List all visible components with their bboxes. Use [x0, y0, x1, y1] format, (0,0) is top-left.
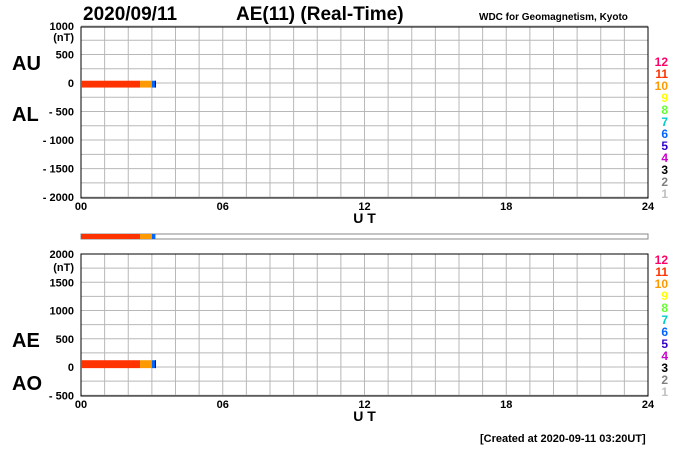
- x-axis-label: U T: [353, 210, 376, 226]
- legend-count: 3: [661, 361, 668, 375]
- y-tick-label: 1000: [50, 306, 74, 318]
- legend-count: 9: [661, 91, 668, 105]
- created-timestamp: [Created at 2020-09-11 03:20UT]: [480, 433, 646, 445]
- legend-count: 10: [655, 79, 669, 93]
- data-bar: [140, 360, 152, 369]
- y-tick-label: - 2000: [43, 192, 74, 204]
- legend-count: 9: [661, 289, 668, 303]
- x-tick-label: 12: [358, 399, 370, 411]
- legend-count: 4: [661, 349, 668, 363]
- chart-panel-ae-ao: [80, 253, 649, 397]
- panel-label-upper: AU: [12, 53, 41, 75]
- legend-count: 4: [661, 151, 668, 165]
- data-source-label: WDC for Geomagnetism, Kyoto: [479, 12, 628, 23]
- chart-date: 2020/09/11: [83, 4, 178, 25]
- y-tick-label: - 1500: [43, 164, 74, 176]
- y-tick-label: 0: [68, 362, 74, 374]
- chart-panel-au-al: [80, 25, 649, 199]
- chart-title: AE(11) (Real-Time): [236, 4, 404, 25]
- legend-count: 5: [661, 337, 668, 351]
- y-tick-label: 2000: [50, 249, 74, 261]
- x-tick-label: 18: [500, 201, 512, 213]
- plot-frame: [80, 253, 649, 397]
- legend-count: 5: [661, 139, 668, 153]
- panel-label-lower: AO: [12, 373, 42, 395]
- legend-count: 7: [661, 115, 668, 129]
- y-tick-label: 1500: [50, 277, 74, 289]
- y-unit-label: (nT): [53, 262, 74, 274]
- legend-count: 2: [661, 373, 668, 387]
- data-bar: [151, 80, 156, 88]
- y-tick-label: - 500: [49, 107, 74, 119]
- y-tick-label: - 500: [49, 390, 74, 402]
- data-bar: [81, 360, 141, 369]
- y-tick-label: 500: [56, 334, 74, 346]
- status-strip-frame: [80, 233, 649, 240]
- legend-count: 8: [661, 103, 668, 117]
- x-tick-label: 12: [358, 201, 370, 213]
- x-tick-label: 06: [217, 201, 229, 213]
- x-tick-label: 00: [75, 201, 87, 213]
- legend-count: 6: [661, 325, 668, 339]
- x-tick-label: 18: [500, 399, 512, 411]
- legend-count: 1: [661, 385, 668, 399]
- legend-count: 12: [655, 55, 669, 69]
- legend-count: 6: [661, 127, 668, 141]
- panel-label-upper: AE: [12, 330, 40, 352]
- x-axis-label: U T: [353, 408, 376, 424]
- x-tick-label: 06: [217, 399, 229, 411]
- legend-count: 10: [655, 277, 669, 291]
- y-tick-label: 1000: [50, 21, 74, 33]
- status-segment: [140, 234, 152, 239]
- y-unit-label: (nT): [53, 32, 74, 44]
- y-tick-label: - 1000: [43, 135, 74, 147]
- legend-count: 12: [655, 253, 669, 267]
- data-bar: [151, 360, 156, 369]
- status-strip: [80, 233, 649, 240]
- y-tick-label: 0: [68, 78, 74, 90]
- legend-count: 8: [661, 301, 668, 315]
- legend-count: 11: [655, 265, 668, 279]
- legend-count: 3: [661, 163, 668, 177]
- data-bar: [140, 80, 152, 88]
- x-tick-label: 24: [642, 399, 655, 411]
- status-segment: [81, 234, 141, 239]
- x-tick-label: 24: [642, 201, 655, 213]
- legend-count: 11: [655, 67, 668, 81]
- legend-count: 7: [661, 313, 668, 327]
- y-tick-label: 500: [56, 49, 74, 61]
- status-segment: [151, 234, 156, 239]
- legend-count: 1: [661, 187, 668, 201]
- x-tick-label: 00: [75, 399, 87, 411]
- data-bar: [81, 80, 141, 88]
- legend-count: 2: [661, 175, 668, 189]
- plot-frame: [80, 26, 649, 199]
- panel-label-lower: AL: [12, 104, 39, 126]
